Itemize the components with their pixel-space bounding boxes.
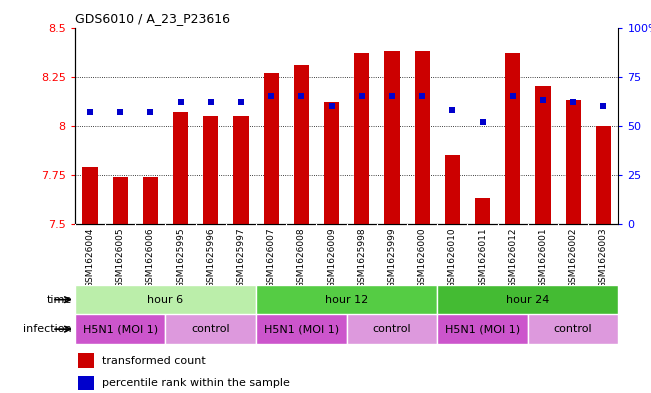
- Text: GSM1625997: GSM1625997: [236, 227, 245, 288]
- Bar: [566, 100, 581, 224]
- Text: GSM1626002: GSM1626002: [569, 227, 577, 288]
- Text: H5N1 (MOI 1): H5N1 (MOI 1): [445, 324, 520, 334]
- Text: GSM1626007: GSM1626007: [267, 227, 275, 288]
- Point: [266, 93, 277, 99]
- Bar: [75, 314, 165, 344]
- Text: GSM1626009: GSM1626009: [327, 227, 336, 288]
- Bar: [415, 51, 430, 224]
- Point: [115, 109, 126, 115]
- Text: control: control: [554, 324, 592, 334]
- Bar: [475, 198, 490, 224]
- Point: [568, 99, 578, 105]
- Text: GSM1626008: GSM1626008: [297, 227, 306, 288]
- Bar: [384, 51, 400, 224]
- Bar: [445, 155, 460, 224]
- Bar: [113, 177, 128, 224]
- Bar: [77, 376, 94, 390]
- Text: GSM1626006: GSM1626006: [146, 227, 155, 288]
- Point: [357, 93, 367, 99]
- Text: GDS6010 / A_23_P23616: GDS6010 / A_23_P23616: [75, 12, 230, 25]
- Text: GSM1626001: GSM1626001: [538, 227, 547, 288]
- Bar: [77, 353, 94, 367]
- Bar: [75, 285, 256, 314]
- Point: [447, 107, 458, 113]
- Text: H5N1 (MOI 1): H5N1 (MOI 1): [264, 324, 339, 334]
- Text: time: time: [46, 295, 72, 305]
- Bar: [173, 112, 188, 224]
- Bar: [264, 73, 279, 224]
- Text: control: control: [372, 324, 411, 334]
- Text: GSM1626000: GSM1626000: [418, 227, 426, 288]
- Bar: [256, 285, 437, 314]
- Text: H5N1 (MOI 1): H5N1 (MOI 1): [83, 324, 158, 334]
- Bar: [143, 177, 158, 224]
- Bar: [83, 167, 98, 224]
- Text: GSM1626003: GSM1626003: [599, 227, 608, 288]
- Text: hour 24: hour 24: [506, 295, 549, 305]
- Bar: [165, 314, 256, 344]
- Bar: [203, 116, 218, 224]
- Bar: [256, 314, 346, 344]
- Text: GSM1625995: GSM1625995: [176, 227, 185, 288]
- Text: GSM1626004: GSM1626004: [85, 227, 94, 288]
- Point: [598, 103, 609, 109]
- Text: GSM1625998: GSM1625998: [357, 227, 367, 288]
- Text: transformed count: transformed count: [102, 356, 206, 365]
- Text: hour 6: hour 6: [147, 295, 184, 305]
- Text: infection: infection: [23, 324, 72, 334]
- Text: GSM1626012: GSM1626012: [508, 227, 518, 288]
- Point: [296, 93, 307, 99]
- Bar: [234, 116, 249, 224]
- Bar: [354, 53, 369, 224]
- Bar: [535, 86, 551, 224]
- Text: percentile rank within the sample: percentile rank within the sample: [102, 378, 290, 388]
- Bar: [324, 102, 339, 224]
- Bar: [528, 314, 618, 344]
- Point: [206, 99, 216, 105]
- Text: GSM1626011: GSM1626011: [478, 227, 487, 288]
- Point: [538, 97, 548, 103]
- Bar: [437, 285, 618, 314]
- Point: [417, 93, 427, 99]
- Text: GSM1626005: GSM1626005: [116, 227, 124, 288]
- Text: GSM1626010: GSM1626010: [448, 227, 457, 288]
- Text: hour 12: hour 12: [325, 295, 368, 305]
- Text: control: control: [191, 324, 230, 334]
- Point: [175, 99, 186, 105]
- Point: [508, 93, 518, 99]
- Point: [145, 109, 156, 115]
- Bar: [505, 53, 520, 224]
- Point: [387, 93, 397, 99]
- Point: [477, 119, 488, 125]
- Point: [326, 103, 337, 109]
- Text: GSM1625999: GSM1625999: [387, 227, 396, 288]
- Bar: [294, 65, 309, 224]
- Text: GSM1625996: GSM1625996: [206, 227, 215, 288]
- Point: [236, 99, 246, 105]
- Bar: [346, 314, 437, 344]
- Bar: [437, 314, 528, 344]
- Bar: [596, 126, 611, 224]
- Point: [85, 109, 95, 115]
